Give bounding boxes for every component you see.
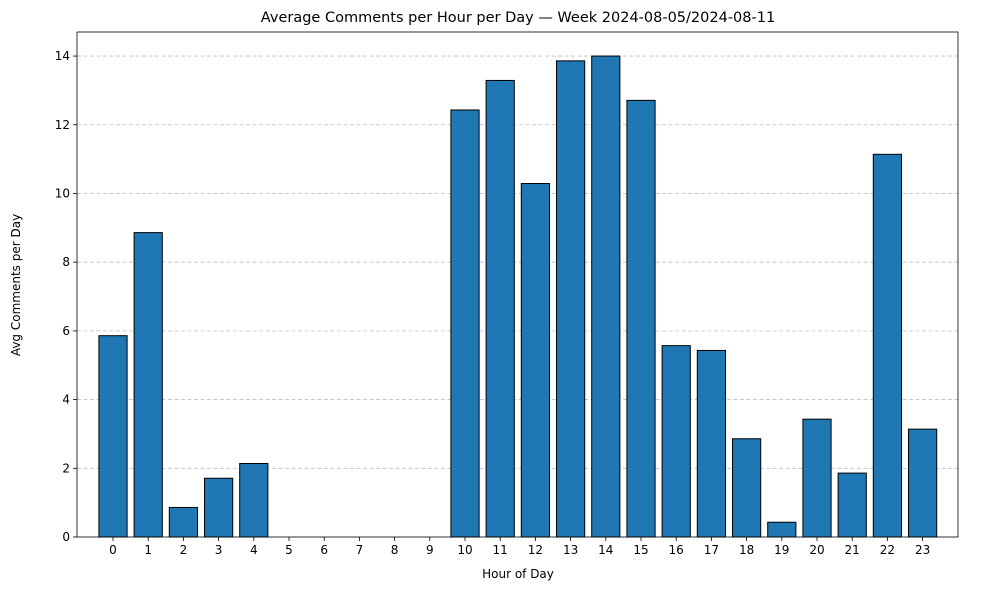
y-tick-label: 8 <box>62 255 70 269</box>
bar-hour-19 <box>767 521 797 538</box>
bar-hour-0 <box>98 335 128 538</box>
chart-title: Average Comments per Hour per Day — Week… <box>261 10 775 26</box>
x-tick-label: 0 <box>109 543 117 557</box>
bar-hour-1 <box>133 232 163 538</box>
x-tick-label: 4 <box>250 543 258 557</box>
x-axis-title: Hour of Day <box>482 567 554 581</box>
y-tick-label: 2 <box>62 461 70 475</box>
bar-hour-12 <box>520 183 550 538</box>
x-tick-label: 15 <box>633 543 648 557</box>
bar-hour-15 <box>626 99 656 538</box>
x-tick-label: 14 <box>598 543 613 557</box>
y-tick-label: 10 <box>55 186 70 200</box>
bar-hour-20 <box>802 418 832 538</box>
x-tick-label: 7 <box>356 543 364 557</box>
bar-hour-2 <box>168 506 199 538</box>
x-tick-label: 5 <box>285 543 293 557</box>
bar-hour-22 <box>872 153 902 538</box>
x-tick-label: 10 <box>457 543 472 557</box>
y-tick-label: 0 <box>62 530 70 544</box>
x-tick-label: 2 <box>180 543 188 557</box>
bar-hour-16 <box>661 345 691 538</box>
x-tick-label: 9 <box>426 543 434 557</box>
bar-hour-18 <box>732 438 762 538</box>
bar-hour-11 <box>485 79 515 538</box>
grid-lines <box>77 55 958 469</box>
bar-hour-14 <box>591 55 621 538</box>
x-tick-label: 13 <box>563 543 578 557</box>
x-tick-label: 6 <box>320 543 328 557</box>
x-tick-label: 3 <box>215 543 223 557</box>
x-tick-label: 11 <box>493 543 508 557</box>
x-tick-label: 1 <box>144 543 152 557</box>
y-axis-title: Avg Comments per Day <box>9 214 23 356</box>
bar-hour-17 <box>696 349 726 538</box>
bars <box>98 55 938 538</box>
y-tick-label: 12 <box>55 118 70 132</box>
x-tick-label: 17 <box>704 543 719 557</box>
y-tick-label: 6 <box>62 324 70 338</box>
x-tick-label: 12 <box>528 543 543 557</box>
bar-hour-3 <box>204 477 234 538</box>
y-tick-label: 14 <box>55 49 70 63</box>
x-tick-label: 19 <box>774 543 789 557</box>
x-tick-label: 16 <box>669 543 684 557</box>
bar-hour-13 <box>556 60 586 538</box>
x-tick-label: 23 <box>915 543 930 557</box>
x-tick-label: 20 <box>809 543 824 557</box>
x-tick-label: 21 <box>845 543 860 557</box>
bar-hour-4 <box>239 462 269 538</box>
bar-hour-23 <box>908 428 938 538</box>
bar-hour-10 <box>450 109 480 538</box>
y-tick-label: 4 <box>62 393 70 407</box>
x-tick-label: 18 <box>739 543 754 557</box>
bar-hour-21 <box>837 472 867 538</box>
x-tick-label: 8 <box>391 543 399 557</box>
x-tick-label: 22 <box>880 543 895 557</box>
plot-frame <box>76 31 959 538</box>
